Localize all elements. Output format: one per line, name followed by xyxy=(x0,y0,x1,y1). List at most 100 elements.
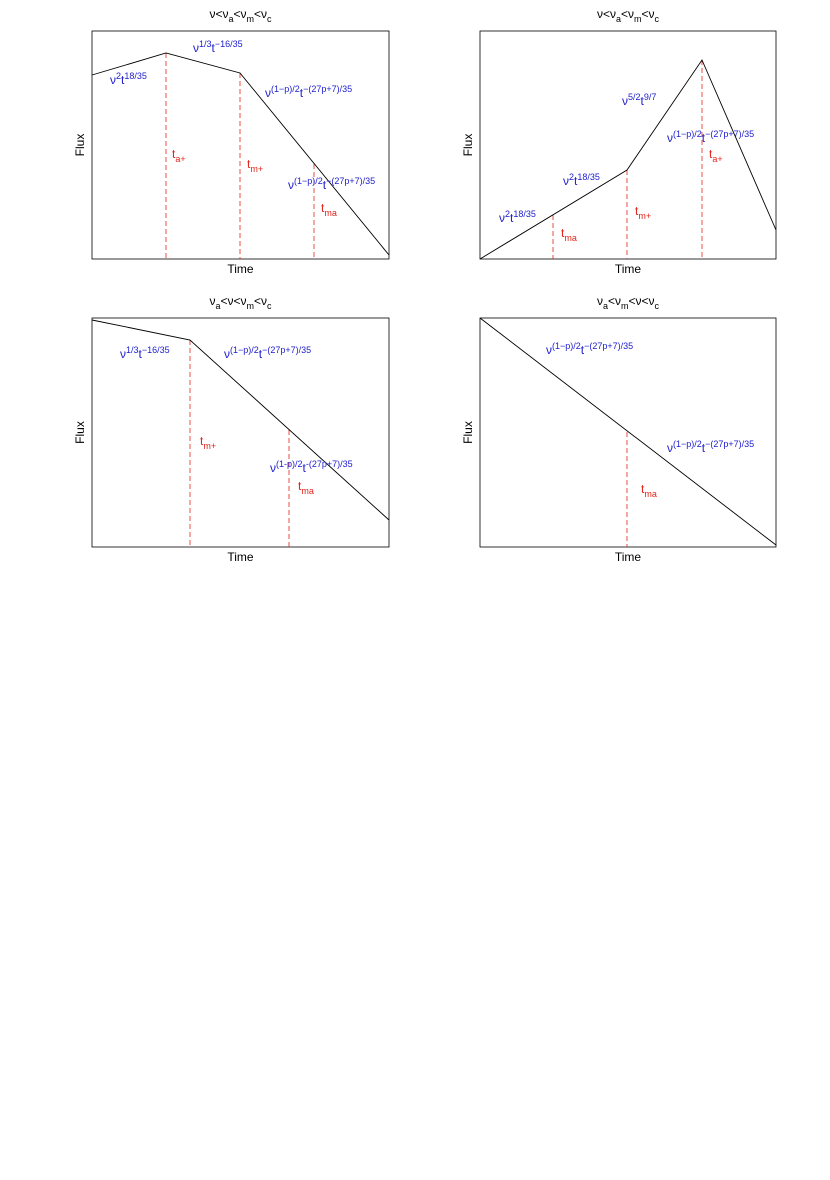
text-base: ν xyxy=(622,94,628,108)
text-base: t xyxy=(581,343,585,357)
text-base: <ν<ν xyxy=(629,294,655,308)
light-curve xyxy=(479,317,777,546)
text-base: ν xyxy=(667,441,673,455)
text-base: <ν<ν xyxy=(220,294,246,308)
text-base: ν xyxy=(265,86,271,100)
text-base: t xyxy=(702,441,706,455)
text-sup: 18/35 xyxy=(513,209,536,219)
slope-label: ν(1−p)/2t−(27p+7)/35 xyxy=(224,345,311,361)
text-sup: (1−p)/2 xyxy=(294,176,323,186)
panel-title: ν<νa<νm<νc xyxy=(209,7,272,24)
text-sub: m+ xyxy=(250,164,263,174)
text-sup: (1-p)/2 xyxy=(276,459,303,469)
text-sub: a xyxy=(603,301,608,311)
text-base: t xyxy=(172,147,176,161)
panel-title: νa<ν<νm<νc xyxy=(209,294,272,311)
text-sup: 5/2 xyxy=(628,92,641,102)
text-sup: 18/35 xyxy=(577,172,600,182)
text-sub: a xyxy=(215,301,220,311)
text-sub: a+ xyxy=(712,154,722,164)
plot-frame xyxy=(479,30,777,260)
text-base: t xyxy=(323,178,327,192)
y-axis-label: Flux xyxy=(73,134,87,157)
time-label: tma xyxy=(561,226,577,243)
text-sub: a xyxy=(616,14,621,24)
text-base: t xyxy=(139,347,143,361)
text-sup: 18/35 xyxy=(124,71,147,81)
text-base: t xyxy=(641,482,645,496)
text-sup: −(27p+7)/35 xyxy=(326,176,375,186)
text-base: ν xyxy=(597,294,603,308)
slope-label: ν2t18/35 xyxy=(563,172,600,188)
x-axis-label: Time xyxy=(615,262,642,276)
text-sup: (1−p)/2 xyxy=(552,341,581,351)
text-sub: c xyxy=(655,14,660,24)
text-base: ν<ν xyxy=(597,7,616,21)
text-sup: −(27p+7)/35 xyxy=(584,341,633,351)
text-base: t xyxy=(635,204,639,218)
text-sup: −(27p+7)/35 xyxy=(303,84,352,94)
text-sub: ma xyxy=(644,489,657,499)
text-base: <ν xyxy=(234,7,247,21)
time-label: ta+ xyxy=(709,147,723,164)
text-base: ν xyxy=(546,343,552,357)
text-base: t xyxy=(510,211,514,225)
text-sup: (1−p)/2 xyxy=(271,84,300,94)
time-label: tma xyxy=(321,201,337,218)
text-sup: −(27p+7)/35 xyxy=(705,129,754,139)
text-sub: ma xyxy=(564,233,577,243)
text-base: t xyxy=(303,461,307,475)
panel-title: ν<νa<νm<νc xyxy=(597,7,660,24)
text-base: ν<ν xyxy=(209,7,228,21)
text-base: t xyxy=(709,147,713,161)
text-sup: 2 xyxy=(116,71,121,81)
text-sub: ma xyxy=(324,208,337,218)
slope-label: ν(1−p)/2t−(27p+7)/35 xyxy=(288,176,375,192)
text-base: ν xyxy=(499,211,505,225)
text-base: t xyxy=(247,157,251,171)
slope-label: ν(1-p)/2t-(27p+7)/35 xyxy=(270,459,353,475)
text-base: ν xyxy=(563,174,569,188)
text-base: ν xyxy=(270,461,276,475)
slope-label: ν1/3t−16/35 xyxy=(193,39,243,55)
slope-label: ν(1−p)/2t−(27p+7)/35 xyxy=(546,341,633,357)
light-curve xyxy=(91,52,390,256)
text-sub: c xyxy=(267,301,272,311)
text-base: <ν xyxy=(254,7,267,21)
text-sub: m xyxy=(634,14,642,24)
text-sub: m+ xyxy=(203,441,216,451)
text-sup: −16/35 xyxy=(142,345,170,355)
text-base: ν xyxy=(120,347,126,361)
slope-label: ν(1−p)/2t−(27p+7)/35 xyxy=(667,129,754,145)
text-base: ν xyxy=(209,294,215,308)
slope-label: ν2t18/35 xyxy=(499,209,536,225)
text-sup: −(27p+7)/35 xyxy=(262,345,311,355)
time-label: tma xyxy=(641,482,657,499)
time-label: ta+ xyxy=(172,147,186,164)
slope-label: ν(1−p)/2t−(27p+7)/35 xyxy=(667,439,754,455)
x-axis-label: Time xyxy=(227,550,254,564)
text-sub: m xyxy=(247,301,255,311)
y-axis-label: Flux xyxy=(73,421,87,444)
text-sub: a xyxy=(228,14,233,24)
y-axis-label: Flux xyxy=(461,421,475,444)
plot-frame xyxy=(479,317,777,548)
text-sub: m+ xyxy=(638,211,651,221)
text-base: ν xyxy=(288,178,294,192)
text-base: ν xyxy=(110,73,116,87)
text-sup: (1−p)/2 xyxy=(230,345,259,355)
text-base: t xyxy=(200,434,204,448)
text-base: <ν xyxy=(254,294,267,308)
plot-frame xyxy=(91,317,390,548)
text-sub: m xyxy=(247,14,255,24)
text-base: t xyxy=(702,131,706,145)
text-sup: -(27p+7)/35 xyxy=(306,459,353,469)
text-base: <ν xyxy=(608,294,621,308)
slope-label: ν5/2t9/7 xyxy=(622,92,656,108)
text-sup: −(27p+7)/35 xyxy=(705,439,754,449)
text-sub: ma xyxy=(301,486,314,496)
text-base: t xyxy=(259,347,263,361)
slope-label: ν1/3t−16/35 xyxy=(120,345,170,361)
text-base: ν xyxy=(224,347,230,361)
